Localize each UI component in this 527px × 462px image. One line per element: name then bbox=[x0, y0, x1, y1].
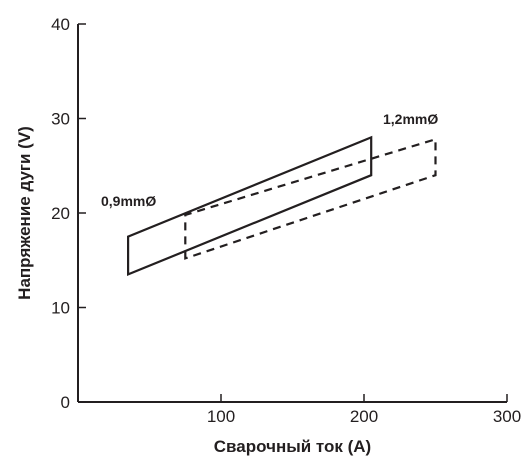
y-tick-label: 20 bbox=[51, 204, 70, 223]
series-band-2 bbox=[184, 137, 437, 260]
y-axis-title: Напряжение дуги (V) bbox=[15, 126, 34, 300]
series-band-1 bbox=[127, 135, 373, 277]
axes bbox=[77, 23, 508, 403]
x-tick-label: 200 bbox=[350, 407, 378, 426]
y-tick-label: 30 bbox=[51, 110, 70, 129]
x-tick-label: 300 bbox=[493, 407, 521, 426]
series-label-2: 1,2mmØ bbox=[383, 111, 438, 127]
labels-layer: 0 10 20 30 40 100 200 300 Сварочный ток (А) Напря… bbox=[15, 15, 521, 456]
series-label-1: 0,9mmØ bbox=[101, 193, 156, 209]
x-tick-label: 100 bbox=[207, 407, 235, 426]
x-axis-title: Сварочный ток (А) bbox=[214, 437, 371, 456]
y-tick-label: 40 bbox=[51, 15, 70, 34]
y-tick-label: 10 bbox=[51, 299, 70, 318]
series-layer bbox=[127, 135, 437, 277]
y-tick-label: 0 bbox=[61, 393, 70, 412]
